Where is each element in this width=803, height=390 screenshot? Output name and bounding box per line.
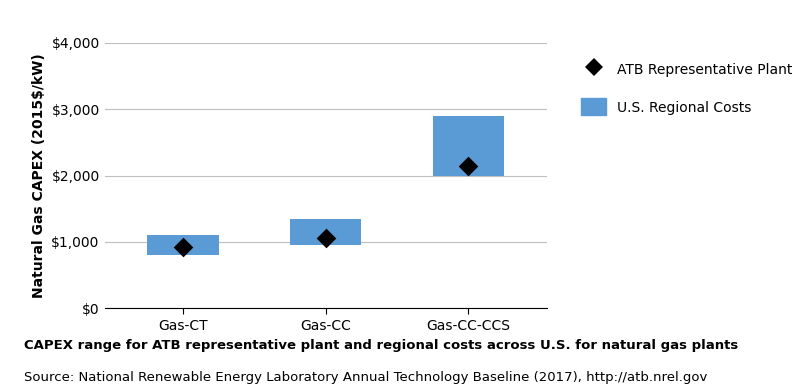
Bar xyxy=(290,218,361,245)
Legend: ATB Representative Plant, U.S. Regional Costs: ATB Representative Plant, U.S. Regional … xyxy=(575,55,797,121)
Point xyxy=(319,236,332,242)
Point xyxy=(461,162,474,168)
Bar xyxy=(147,235,218,255)
Text: Source: National Renewable Energy Laboratory Annual Technology Baseline (2017), : Source: National Renewable Energy Labora… xyxy=(24,370,707,383)
Bar xyxy=(432,116,503,176)
Point xyxy=(177,244,190,250)
Y-axis label: Natural Gas CAPEX (2015$/kW): Natural Gas CAPEX (2015$/kW) xyxy=(31,53,46,298)
Text: CAPEX range for ATB representative plant and regional costs across U.S. for natu: CAPEX range for ATB representative plant… xyxy=(24,339,737,352)
